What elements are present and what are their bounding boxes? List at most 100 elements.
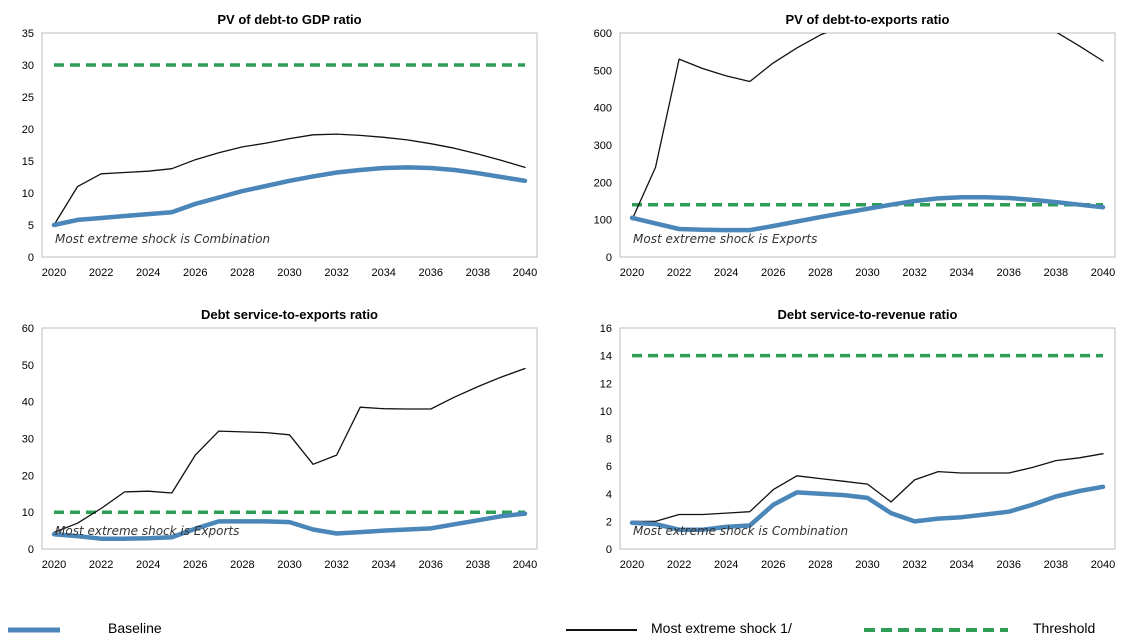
x-tick-label: 2038	[466, 559, 490, 571]
y-tick-label: 60	[22, 323, 34, 335]
y-tick-label: 400	[594, 103, 612, 115]
legend-shock-label: Most extreme shock 1/	[651, 620, 792, 635]
y-tick-label: 50	[22, 360, 34, 372]
x-tick-label: 2022	[667, 559, 691, 571]
x-tick-label: 2026	[183, 559, 207, 571]
y-tick-label: 0	[606, 544, 612, 556]
x-tick-label: 2040	[513, 267, 537, 279]
x-tick-label: 2022	[667, 267, 691, 279]
y-tick-label: 6	[606, 461, 612, 473]
x-tick-label: 2032	[324, 559, 348, 571]
x-tick-label: 2030	[277, 267, 301, 279]
plot-frame	[41, 32, 538, 258]
x-tick-label: 2040	[1091, 267, 1115, 279]
series-shock-line	[631, 33, 1104, 221]
y-tick-label: 35	[22, 28, 34, 40]
x-tick-label: 2030	[277, 559, 301, 571]
x-tick-label: 2020	[42, 267, 66, 279]
chart-debt-service-revenue: Debt service-to-revenue ratio 0 2 4 6 8 10 12 14…	[600, 307, 1116, 571]
plot-frame	[41, 327, 538, 550]
x-tick-label: 2036	[997, 559, 1021, 571]
x-tick-label: 2038	[1044, 559, 1068, 571]
y-tick-label: 0	[28, 252, 34, 264]
shock-note: Most extreme shock is Combination	[633, 524, 848, 538]
x-tick-label: 2036	[419, 267, 443, 279]
x-tick-label: 2028	[230, 559, 254, 571]
chart-pv-debt-exports: PV of debt-to-exports ratio 0 100 200 300 400…	[594, 12, 1116, 279]
x-tick-label: 2032	[902, 267, 926, 279]
series-shock-line	[53, 367, 526, 534]
chart-debt-service-exports: Debt service-to-exports ratio01020304050…	[22, 307, 538, 571]
x-tick-label: 2026	[761, 559, 785, 571]
x-tick-label: 2028	[808, 267, 832, 279]
y-tick-label: 600	[594, 28, 612, 40]
x-tick-label: 2026	[761, 267, 785, 279]
x-tick-label: 2032	[324, 267, 348, 279]
y-tick-label: 2	[606, 516, 612, 528]
plot-frame	[619, 32, 1116, 258]
x-tick-label: 2022	[89, 267, 113, 279]
y-tick-label: 100	[594, 215, 612, 227]
legend-baseline-label: Baseline	[108, 620, 162, 635]
y-tick-label: 30	[22, 434, 34, 446]
chart-title: PV of debt-to GDP ratio	[217, 12, 361, 27]
chart-panels: PV of debt-to GDP ratio05101520253035202…	[22, 12, 1116, 571]
series-baseline-line	[629, 484, 1106, 532]
x-tick-label: 2028	[230, 267, 254, 279]
chart-title: Debt service-to-revenue ratio	[778, 307, 958, 322]
x-tick-label: 2038	[1044, 267, 1068, 279]
x-tick-label: 2032	[902, 559, 926, 571]
x-tick-label: 2040	[1091, 559, 1115, 571]
series-baseline-line	[51, 511, 528, 541]
x-tick-label: 2020	[42, 559, 66, 571]
x-tick-label: 2028	[808, 559, 832, 571]
y-tick-label: 5	[28, 220, 34, 232]
shock-note: Most extreme shock is Exports	[55, 524, 239, 538]
series-shock-line	[53, 133, 526, 226]
y-tick-label: 200	[594, 177, 612, 189]
series-baseline-line	[51, 165, 528, 228]
x-tick-label: 2034	[371, 559, 395, 571]
x-tick-label: 2024	[714, 267, 738, 279]
x-tick-label: 2024	[136, 267, 160, 279]
x-tick-label: 2034	[949, 267, 973, 279]
x-tick-label: 2030	[855, 267, 879, 279]
x-tick-label: 2024	[136, 559, 160, 571]
y-tick-label: 30	[22, 60, 34, 72]
x-tick-label: 2020	[620, 559, 644, 571]
y-tick-label: 8	[606, 434, 612, 446]
x-tick-label: 2022	[89, 559, 113, 571]
y-tick-label: 16	[600, 323, 612, 335]
y-tick-label: 10	[22, 188, 34, 200]
x-tick-label: 2036	[997, 267, 1021, 279]
y-tick-label: 0	[606, 252, 612, 264]
chart-pv-debt-gdp: PV of debt-to GDP ratio 0 5 10 15 20 25 30 35 202…	[22, 12, 538, 279]
y-tick-label: 0	[28, 544, 34, 556]
x-tick-label: 2034	[371, 267, 395, 279]
series-baseline-line	[629, 195, 1106, 233]
x-tick-label: 2030	[855, 559, 879, 571]
chart-title: Debt service-to-exports ratio	[201, 307, 378, 322]
y-tick-label: 300	[594, 140, 612, 152]
y-tick-label: 12	[600, 378, 612, 390]
y-tick-label: 40	[22, 397, 34, 409]
x-tick-label: 2038	[466, 267, 490, 279]
chart-title: PV of debt-to-exports ratio	[786, 12, 950, 27]
y-tick-label: 20	[22, 124, 34, 136]
y-tick-label: 10	[600, 406, 612, 418]
x-tick-label: 2036	[419, 559, 443, 571]
x-tick-label: 2020	[620, 267, 644, 279]
y-tick-label: 14	[600, 351, 612, 363]
shock-note: Most extreme shock is Combination	[55, 232, 270, 246]
y-tick-label: 500	[594, 65, 612, 77]
legend-threshold-label: Threshold	[1033, 620, 1095, 635]
legend: Baseline Most extreme shock 1/ Threshold	[8, 620, 1095, 635]
series-shock-line	[631, 453, 1104, 523]
y-tick-label: 25	[22, 92, 34, 104]
y-tick-label: 10	[22, 507, 34, 519]
x-tick-label: 2024	[714, 559, 738, 571]
y-tick-label: 15	[22, 156, 34, 168]
y-tick-label: 4	[606, 489, 612, 501]
plot-frame	[619, 327, 1116, 550]
